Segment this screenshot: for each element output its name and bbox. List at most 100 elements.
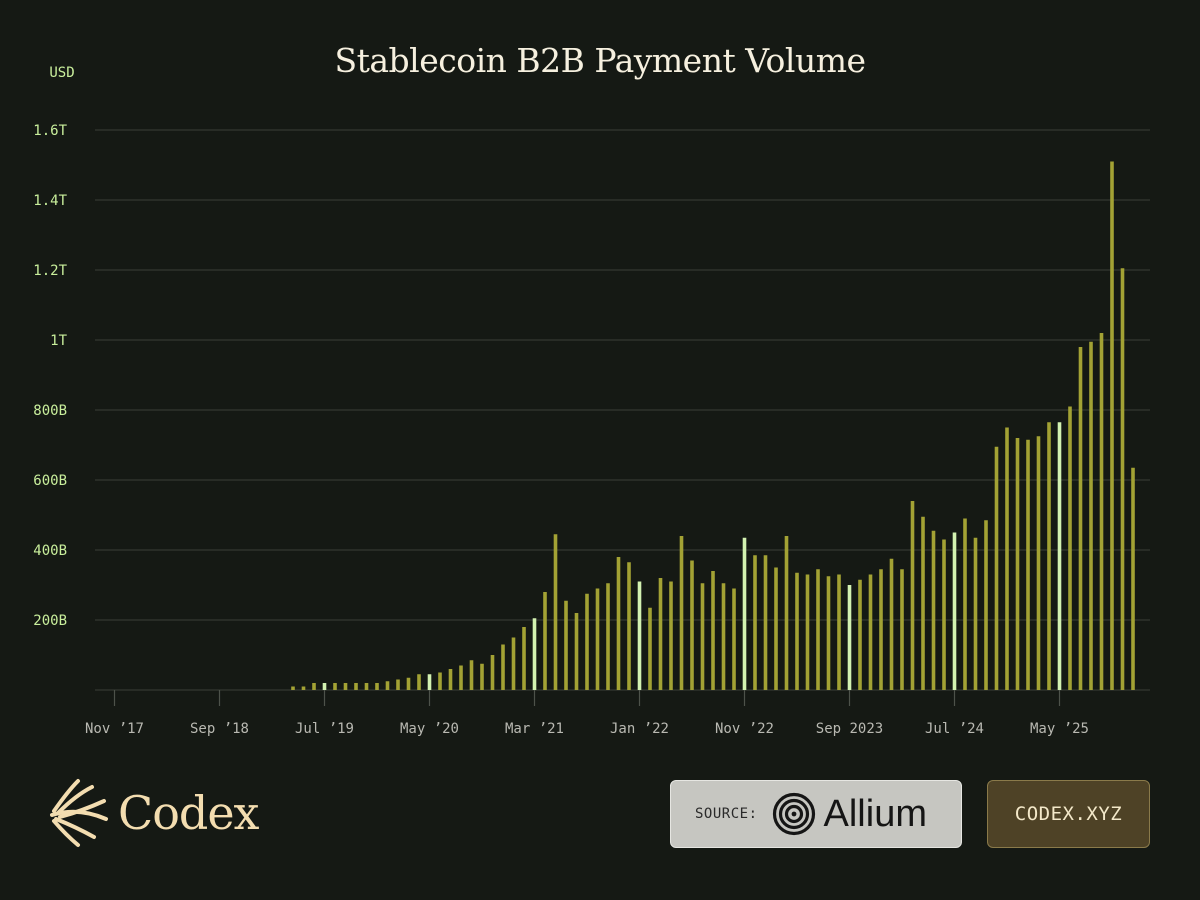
bar [522,627,526,690]
bar [847,585,852,690]
bar [721,583,726,690]
bar [1047,422,1051,690]
bar [574,613,579,690]
bar [973,537,978,690]
bar [343,683,348,690]
x-tick-label: May ’25 [1030,721,1089,737]
allium-rings-icon [772,792,815,836]
codex-burst-icon [50,779,108,847]
x-tick-label: Sep 2023 [816,721,883,737]
bar [753,555,757,690]
chart-title: Stablecoin B2B Payment Volume [334,41,865,80]
bar [889,558,894,690]
bar [322,683,327,690]
bar [910,501,915,690]
y-tick-label: 800B [33,403,67,419]
bar [858,579,862,690]
bar [1110,161,1114,690]
bar [616,557,621,690]
bar [658,578,663,690]
bar [826,576,831,690]
bar [553,534,558,690]
x-tick-label: Nov ’17 [85,721,144,737]
bar [312,683,316,690]
bar [942,539,946,690]
bar [648,607,652,690]
bar [784,536,789,690]
x-tick-label: Mar ’21 [505,721,564,737]
y-tick-label: 400B [33,543,67,559]
bar [375,683,379,690]
bar [543,592,547,690]
bar [837,574,841,690]
bar [1005,427,1009,690]
source-name: Allium [823,792,927,835]
bar [1089,341,1093,690]
y-tick-label: 1.4T [33,193,67,209]
bar [501,644,505,690]
bar [291,686,295,690]
bar [1057,422,1062,690]
bar [427,674,432,690]
bar [984,520,988,690]
bar [763,555,768,690]
website-badge[interactable]: CODEX.XYZ [987,780,1150,848]
y-tick-label: 600B [33,473,67,489]
y-tick-label: 200B [33,613,67,629]
bar [711,571,715,690]
x-tick-label: May ’20 [400,721,459,737]
bar [795,572,799,690]
y-tick-label: 1.6T [33,123,67,139]
bar [774,567,778,690]
bar [868,574,873,690]
bar [301,686,306,690]
bar [816,569,820,690]
bar [417,674,421,690]
bar [385,681,390,690]
bar [1026,439,1030,690]
bar [805,574,810,690]
bar [921,516,925,690]
y-tick-label: 1T [50,333,67,349]
x-tick-label: Jul ’19 [295,721,354,737]
bar [1036,436,1041,690]
bar [396,679,400,690]
bar [1120,268,1125,690]
bar [1099,333,1104,690]
bar [900,569,904,690]
bar [564,600,568,690]
source-label: SOURCE: [695,806,758,822]
bar [1015,438,1020,690]
bar [637,581,642,690]
bar [511,637,516,690]
bar [627,562,631,690]
codex-logo-text: Codex [118,786,260,840]
bar [669,581,673,690]
source-badge: SOURCE: Allium [670,780,962,848]
bar [532,618,537,690]
bar [448,669,453,690]
bar [333,683,337,690]
bar [469,660,474,690]
bar [490,655,495,690]
website-link-text[interactable]: CODEX.XYZ [1014,803,1123,825]
x-tick-label: Sep ’18 [190,721,249,737]
x-tick-label: Jan ’22 [610,721,669,737]
bar [952,532,957,690]
bar [963,518,967,690]
bar [994,446,999,690]
bar [1131,467,1135,690]
bar [742,537,747,690]
x-tick-label: Jul ’24 [925,721,984,737]
bar [438,672,442,690]
bar [1078,347,1083,690]
bar [732,588,736,690]
bar-chart: Stablecoin B2B Payment Volume USD 200B 40… [33,41,1150,737]
bar [879,569,883,690]
bar [585,593,589,690]
codex-logo: Codex [48,777,260,849]
bar [606,583,610,690]
bar [700,583,705,690]
bar [679,536,684,690]
bar [406,677,411,690]
